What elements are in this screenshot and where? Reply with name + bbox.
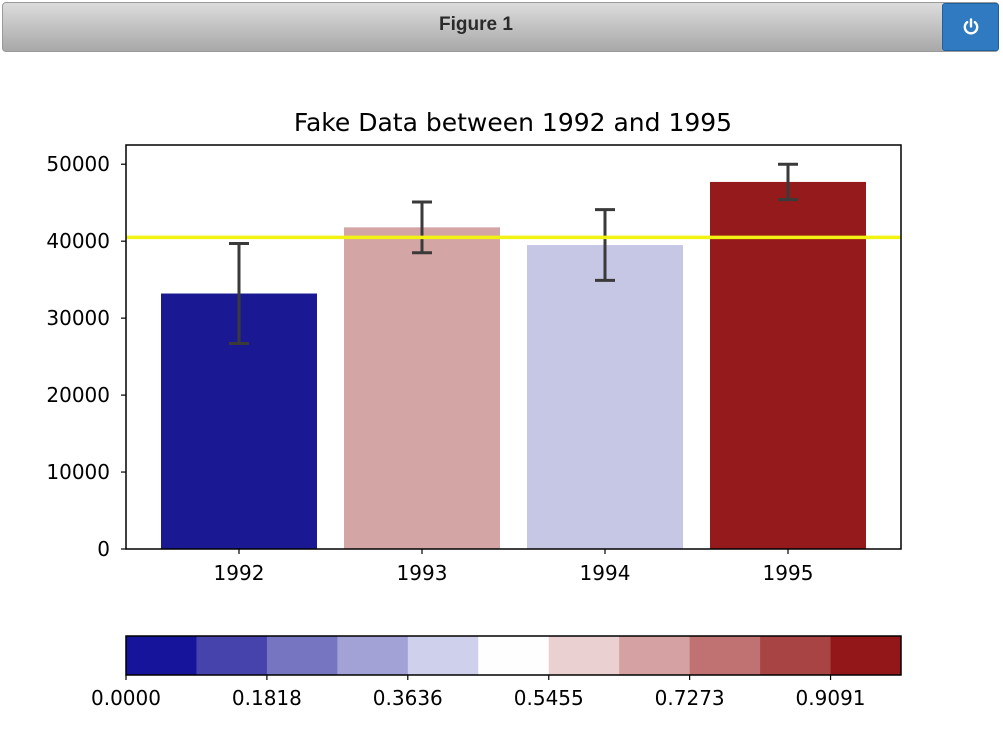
colorbar-segment-10 [830,636,902,675]
colorbar-tick-label-1: 0.1818 [232,686,302,710]
chart-title: Fake Data between 1992 and 1995 [294,108,732,137]
power-button[interactable] [942,3,999,51]
colorbar-segment-0 [126,636,197,675]
power-icon [963,18,978,35]
bar-1993 [344,227,500,549]
error-bar-1992 [229,241,249,346]
x-tick-label-1993: 1993 [397,561,448,585]
error-bar-1994 [595,208,615,282]
y-tick-label-30000: 30000 [46,306,110,330]
colorbar-tick-label-4: 0.7273 [655,686,725,710]
colorbar-tick-label-3: 0.5455 [514,686,584,710]
colorbar-tick-label-2: 0.3636 [373,686,443,710]
colorbar: 0.0000 0.1818 0.3636 0.5455 0.7273 0.9091 [91,635,902,710]
colorbar-segment-5 [478,636,550,675]
colorbar-segment-4 [407,636,479,675]
bars-layer [126,162,901,550]
colorbar-segment-9 [760,636,832,675]
colorbar-segment-3 [337,636,409,675]
x-tick-label-1992: 1992 [214,561,265,585]
x-tick-label-1995: 1995 [763,561,814,585]
error-bar-1993 [412,200,432,255]
y-tick-label-10000: 10000 [46,460,110,484]
colorbar-segment-8 [689,636,761,675]
y-tick-label-20000: 20000 [46,383,110,407]
y-tick-label-40000: 40000 [46,229,110,253]
bar-1995 [710,181,866,550]
x-tick-label-1994: 1994 [580,561,631,585]
colorbar-segment-2 [266,636,338,675]
colorbar-segment-6 [548,636,620,675]
colorbar-segment-7 [619,636,691,675]
plot-frame [125,144,902,550]
error-bar-1995 [778,162,798,202]
axes-layer: 1992 1993 1994 1995 0 10000 20000 30000 40000 500… [46,144,902,585]
figure-titlebar: Figure 1 [2,2,999,52]
colorbar-segment-1 [196,636,268,675]
colorbar-tick-label-0: 0.0000 [91,686,161,710]
y-tick-label-0: 0 [97,537,110,561]
colorbar-tick-label-5: 0.9091 [796,686,866,710]
colorbar-frame [125,635,902,676]
y-tick-label-50000: 50000 [46,152,110,176]
figure-title: Figure 1 [439,14,513,35]
bar-1994 [527,245,683,550]
